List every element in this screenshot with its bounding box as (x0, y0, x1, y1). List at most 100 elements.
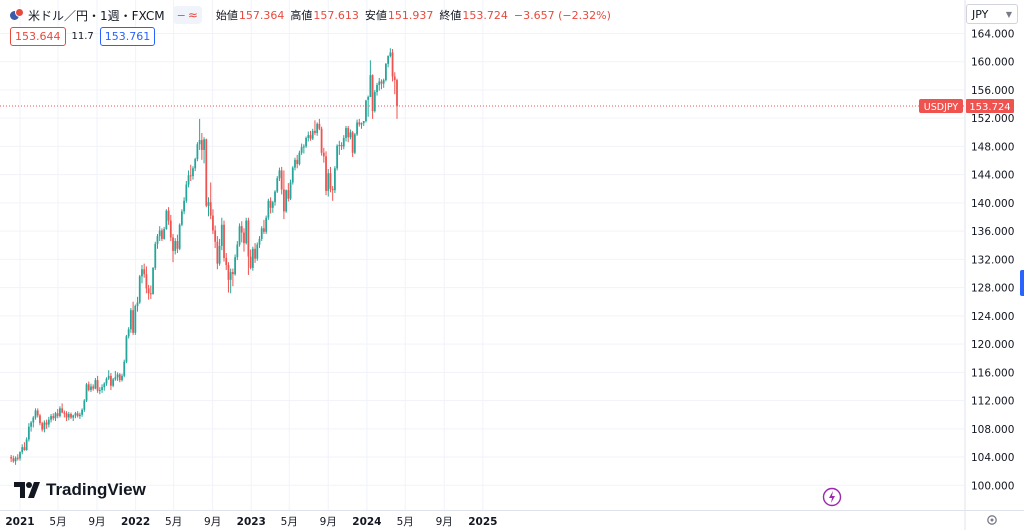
candle-body (105, 378, 108, 384)
time-tick-label: 2025 (468, 516, 497, 528)
candle-body (229, 272, 232, 280)
candle-body (373, 92, 376, 112)
candle-body (218, 245, 221, 264)
minus-icon: − (176, 8, 186, 22)
candle-body (234, 257, 237, 275)
lightning-icon[interactable] (822, 487, 842, 507)
symbol-title[interactable]: 米ドル／円・1週・FXCM (28, 8, 165, 23)
candle-body (189, 175, 192, 177)
buy-price-button[interactable]: 153.761 (99, 27, 156, 46)
candle-body (276, 178, 279, 192)
candle-body (52, 416, 55, 419)
low-label: 安値 (364, 9, 387, 22)
price-tick-label: 100.000 (971, 480, 1014, 492)
candle-body (59, 408, 61, 417)
candle-body (129, 310, 132, 330)
time-tick-label: 2022 (121, 516, 150, 528)
candle-body (387, 56, 390, 64)
candle-body (296, 159, 299, 165)
candle-body (10, 457, 13, 459)
candle-body (183, 200, 186, 212)
candle-body (185, 184, 188, 201)
candle-body (161, 230, 163, 239)
candle-body (116, 374, 119, 378)
candle-body (112, 379, 115, 386)
candle-body (393, 76, 396, 81)
price-tick-label: 144.000 (971, 170, 1014, 182)
price-tick-label: 120.000 (971, 339, 1014, 351)
time-tick-label: 5月 (165, 516, 182, 528)
indicator-toggle-button[interactable]: − ≈ (172, 6, 202, 24)
candle-body (378, 81, 381, 85)
candle-body (169, 220, 172, 238)
candle-body (200, 140, 203, 150)
candle-body (382, 80, 385, 84)
price-tick-label: 164.000 (971, 28, 1014, 40)
candle-body (269, 200, 272, 208)
candle-body (136, 302, 139, 306)
currency-selector[interactable]: JPY ▼ (966, 4, 1018, 24)
candle-body (220, 224, 223, 246)
price-tick-label: 152.000 (971, 113, 1014, 125)
candle-body (309, 135, 312, 139)
candle-body (367, 97, 370, 100)
scroll-handle[interactable] (1020, 270, 1024, 296)
candle-body (380, 81, 383, 84)
candle-body (187, 175, 190, 185)
sell-price-button[interactable]: 153.644 (10, 27, 66, 46)
candle-body (336, 145, 339, 169)
candle-body (32, 417, 35, 423)
candle-body (371, 75, 374, 112)
candle-body (65, 413, 68, 418)
candle-body (94, 380, 97, 389)
candle-body (154, 243, 157, 268)
time-tick-label: 2024 (352, 516, 381, 528)
price-axis-background (965, 0, 1024, 530)
gear-icon[interactable] (986, 514, 998, 526)
candle-body (353, 134, 356, 153)
candle-body (174, 241, 177, 251)
price-tick-label: 104.000 (971, 452, 1014, 464)
chart-legend: 米ドル／円・1週・FXCM − ≈ 始値 157.364 高値 157.613 安値… (10, 6, 611, 24)
candle-body (70, 413, 72, 418)
candle-body (36, 410, 39, 416)
candle-body (340, 145, 343, 147)
candle-body (178, 224, 181, 249)
trade-panel: 153.644 11.7 153.761 (10, 27, 156, 46)
candle-body (358, 122, 361, 125)
candle-body (143, 269, 146, 275)
candle-body (325, 156, 327, 191)
candle-body (327, 173, 330, 191)
price-tick-label: 116.000 (971, 367, 1014, 379)
candle-body (247, 220, 250, 257)
candle-body (254, 248, 256, 259)
open-value: 157.364 (238, 8, 285, 22)
candle-body (278, 170, 281, 179)
time-tick-label: 2023 (237, 516, 266, 528)
candle-body (158, 230, 161, 237)
candle-body (231, 272, 234, 275)
candle-body (25, 439, 28, 450)
candle-body (251, 248, 254, 268)
price-tick-label: 160.000 (971, 57, 1014, 69)
candle-body (45, 422, 48, 425)
low-value: 151.937 (387, 8, 434, 22)
price-tick-label: 156.000 (971, 85, 1014, 97)
candle-body (41, 423, 44, 430)
candle-body (43, 422, 46, 430)
candle-body (12, 458, 15, 462)
candle-body (72, 415, 75, 418)
high-label: 高値 (290, 9, 313, 22)
tradingview-logo-icon (14, 482, 40, 498)
close-label: 終値 (439, 9, 462, 22)
candle-body (282, 189, 285, 212)
candle-body (305, 137, 307, 147)
candle-body (132, 310, 134, 333)
time-tick-label: 9月 (88, 516, 105, 528)
candle-body (14, 457, 17, 462)
candle-body (289, 182, 292, 199)
candle-body (134, 305, 137, 333)
tradingview-logo[interactable]: TradingView (14, 480, 146, 500)
